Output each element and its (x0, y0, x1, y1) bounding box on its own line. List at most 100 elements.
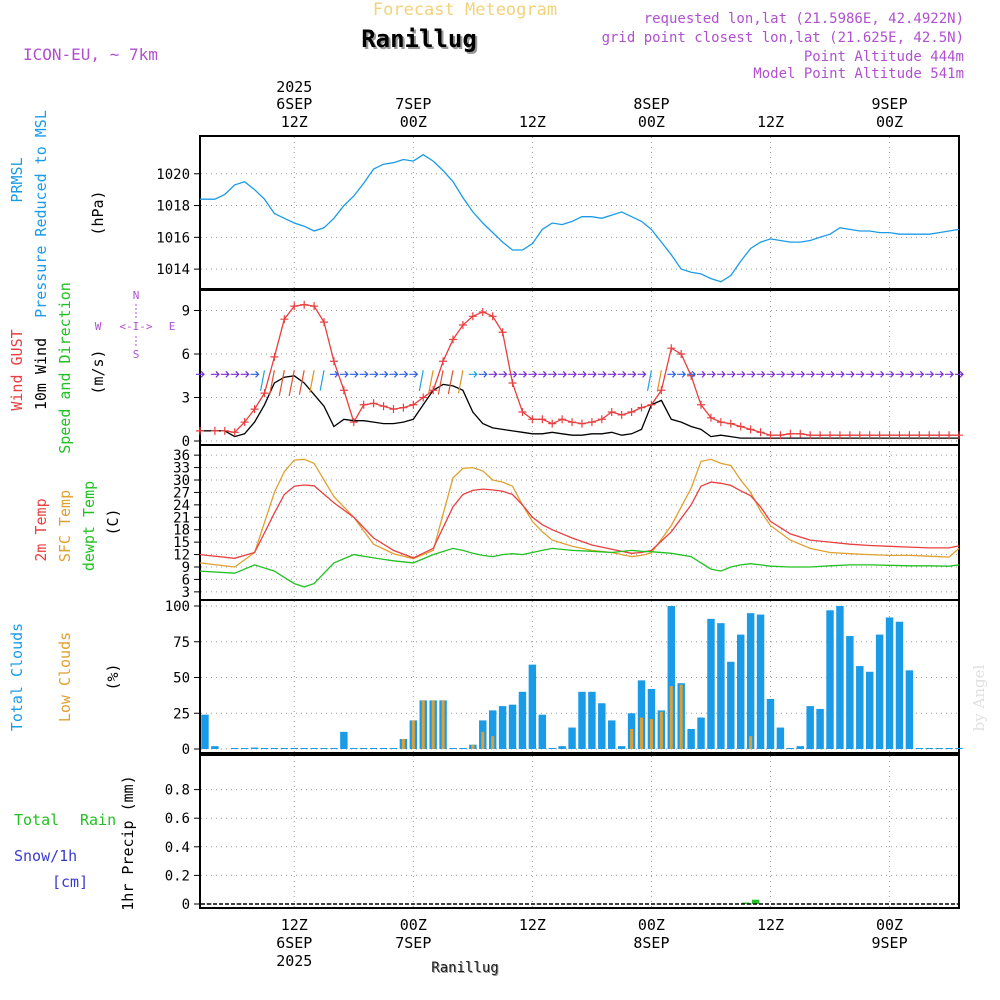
total-cloud-bar (746, 613, 755, 749)
gust-marker (617, 410, 626, 419)
ytick-label-clouds-0: 0 (182, 742, 190, 758)
gust-marker (300, 300, 309, 309)
gust-marker (607, 408, 616, 416)
model-label: ICON-EU, ~ 7km (23, 45, 158, 64)
wind-panel (199, 289, 960, 446)
compass-north: N (133, 289, 140, 302)
low-cloud-bar (401, 738, 405, 749)
wind-arrow (240, 370, 250, 378)
wind-arrow (538, 370, 548, 378)
total-cloud-bar (290, 748, 298, 749)
gust-marker (240, 418, 249, 427)
gust-marker (835, 431, 844, 440)
total-cloud-bar (350, 748, 358, 749)
snow-unit-label: [cm] (52, 873, 88, 891)
bottom-tick-line1-1: 00Z (400, 916, 427, 934)
total-cloud-bar (786, 748, 795, 749)
ytick-label-temp-10: 33 (173, 461, 190, 477)
gust-marker (508, 379, 517, 387)
wind-arrow (359, 370, 369, 378)
wind-arrow (389, 370, 399, 378)
wind-arrow (597, 370, 607, 378)
total-cloud-bar (568, 727, 576, 749)
ytick-label-temp-1: 6 (182, 572, 190, 588)
wind-gust-label: Wind GUST (8, 329, 26, 410)
compass-west: W (95, 320, 102, 333)
total-cloud-bar (359, 748, 368, 749)
top-tick-line3-4: 12Z (757, 113, 784, 131)
t2m-line (199, 481, 960, 559)
top-tick-line2-1: 7SEP (395, 95, 431, 113)
total-cloud-bar (856, 666, 864, 749)
wind-arrow (865, 370, 875, 378)
total-cloud-bar (836, 606, 844, 749)
bottom-tick-line2-0: 6SEP (276, 934, 312, 952)
compass-arrows: <-I-> (119, 320, 152, 333)
low-cloud-bar (411, 720, 415, 749)
total-cloud-bar (558, 746, 566, 749)
total-cloud-bar (369, 748, 378, 749)
wind-arrow (309, 370, 315, 393)
gust-marker (955, 431, 963, 440)
wind-arrow (925, 370, 935, 378)
total-cloud-bar (617, 746, 626, 749)
total-cloud-bar (717, 623, 725, 749)
wind-arrow (518, 370, 528, 378)
rain-bar (741, 902, 750, 904)
wind-arrow (955, 370, 964, 378)
wind-arrow (369, 370, 379, 378)
low-cloud-bar (679, 684, 683, 749)
low-cloud-bar (630, 728, 634, 749)
low-cloud-bar (669, 686, 673, 749)
location-title-shadow: Ranillug (363, 27, 479, 55)
wind-arrow (845, 370, 855, 378)
ytick-label-temp-9: 30 (173, 473, 190, 489)
gust-marker (935, 431, 944, 440)
gust-marker (905, 431, 914, 440)
ytick-label-precip-0: 0 (182, 897, 190, 913)
wind-arrow (468, 370, 478, 378)
top-tick-line3-5: 00Z (876, 113, 903, 131)
gust-marker (498, 328, 507, 337)
total-cloud-bar (905, 670, 914, 749)
wind-10m-label: 10m Wind (32, 338, 50, 410)
watermark: by Angel (970, 664, 988, 731)
gust-marker (349, 418, 358, 427)
t2m-label: 2m Temp (32, 498, 50, 561)
top-tick-line3-2: 12Z (519, 113, 546, 131)
compass-east: E (169, 320, 176, 333)
total-cloud-bar (885, 617, 894, 749)
model-altitude: Model Point Altitude 541m (753, 66, 964, 82)
wind-arrow (766, 370, 776, 378)
wind-arrow (478, 370, 488, 378)
footer-location-shadow: Ranillug (432, 961, 499, 977)
ytick-label-pressure-2: 1018 (156, 199, 190, 215)
wind-arrow (399, 370, 409, 378)
total-cloud-bar (508, 704, 517, 749)
gust-marker (359, 400, 368, 409)
wind-arrow (260, 370, 266, 391)
gust-marker (826, 431, 835, 440)
gust-marker (885, 431, 894, 440)
wind-dir-label: Speed and Direction (56, 282, 74, 454)
wind-arrow (935, 370, 945, 378)
wind-arrow (349, 370, 359, 378)
ytick-label-temp-7: 24 (173, 498, 190, 514)
bottom-tick-line1-5: 00Z (876, 916, 903, 934)
wind-arrow (617, 370, 627, 378)
gust-marker (776, 431, 785, 440)
total-cloud-bar (737, 634, 745, 749)
gust-marker (250, 405, 259, 414)
total-cloud-bar (588, 691, 596, 749)
dewpt-label: dewpt Temp (80, 481, 98, 571)
total-cloud-bar (756, 614, 765, 749)
total-cloud-bar (608, 720, 616, 749)
low-cloud-bar (471, 744, 475, 749)
top-tick-line2-0: 6SEP (276, 95, 312, 113)
gust-marker (577, 419, 586, 428)
ytick-label-clouds-2: 50 (173, 671, 190, 687)
wind-arrow (667, 370, 677, 378)
gust-marker (597, 415, 606, 424)
temp-panel (199, 444, 960, 601)
top-tick-line2-5: 9SEP (871, 95, 907, 113)
